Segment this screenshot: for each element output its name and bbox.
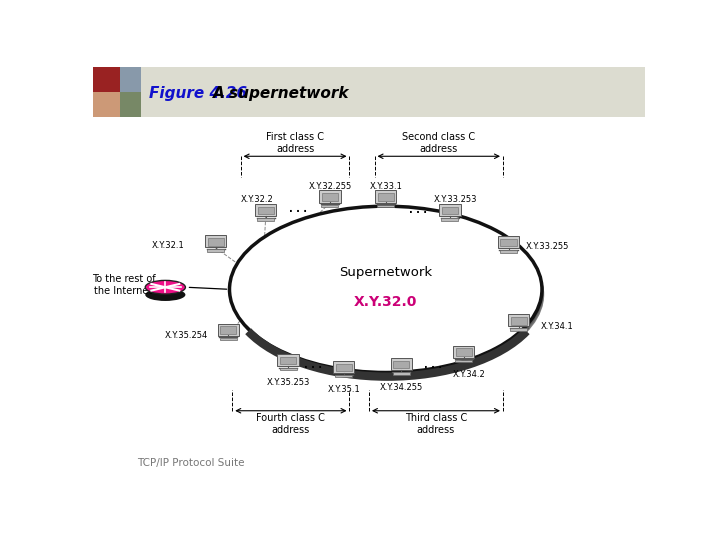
FancyBboxPatch shape (498, 236, 519, 248)
Ellipse shape (230, 208, 543, 374)
Text: X.Y.32.2: X.Y.32.2 (241, 195, 274, 205)
FancyBboxPatch shape (96, 73, 126, 113)
FancyBboxPatch shape (336, 363, 352, 371)
FancyBboxPatch shape (255, 204, 276, 216)
FancyBboxPatch shape (336, 375, 352, 377)
Ellipse shape (145, 280, 186, 294)
Text: X.Y.32.0: X.Y.32.0 (354, 295, 418, 309)
Text: Figure 4.26: Figure 4.26 (148, 86, 247, 102)
FancyBboxPatch shape (280, 356, 296, 364)
FancyBboxPatch shape (205, 235, 226, 247)
Ellipse shape (231, 210, 544, 376)
Text: X.Y.35.1: X.Y.35.1 (328, 386, 360, 394)
FancyBboxPatch shape (500, 251, 517, 253)
FancyBboxPatch shape (320, 191, 341, 202)
Text: Supernetwork: Supernetwork (339, 266, 432, 279)
FancyBboxPatch shape (322, 193, 338, 200)
FancyBboxPatch shape (456, 348, 472, 356)
Text: Third class C
address: Third class C address (405, 413, 467, 435)
FancyBboxPatch shape (279, 368, 297, 370)
Text: X.Y.34.1: X.Y.34.1 (541, 322, 574, 331)
FancyBboxPatch shape (393, 361, 410, 368)
FancyBboxPatch shape (258, 207, 274, 214)
FancyBboxPatch shape (391, 358, 412, 370)
Text: X.Y.32.255: X.Y.32.255 (308, 182, 351, 191)
Ellipse shape (231, 210, 544, 377)
FancyBboxPatch shape (120, 67, 141, 92)
FancyBboxPatch shape (454, 346, 474, 357)
Text: X.Y.32.1: X.Y.32.1 (152, 241, 184, 250)
Text: First class C
address: First class C address (266, 132, 324, 154)
Ellipse shape (232, 211, 544, 377)
FancyBboxPatch shape (455, 360, 472, 362)
Text: To the rest of
the Internet: To the rest of the Internet (91, 274, 156, 296)
Text: X.Y.34.2: X.Y.34.2 (453, 370, 486, 379)
FancyBboxPatch shape (500, 239, 516, 246)
Text: . . .: . . . (289, 204, 307, 214)
FancyBboxPatch shape (510, 317, 526, 325)
Text: X.Y.35.254: X.Y.35.254 (165, 332, 208, 340)
Ellipse shape (230, 208, 543, 375)
Text: X.Y.33.253: X.Y.33.253 (433, 195, 477, 205)
FancyBboxPatch shape (120, 92, 141, 117)
FancyBboxPatch shape (217, 323, 239, 335)
FancyBboxPatch shape (93, 92, 120, 117)
FancyBboxPatch shape (87, 63, 651, 483)
Text: Second class C
address: Second class C address (402, 132, 475, 154)
Ellipse shape (145, 288, 186, 301)
FancyBboxPatch shape (439, 204, 461, 216)
FancyBboxPatch shape (277, 354, 299, 366)
FancyBboxPatch shape (321, 205, 338, 207)
FancyBboxPatch shape (220, 338, 237, 340)
FancyBboxPatch shape (207, 249, 224, 252)
FancyBboxPatch shape (441, 218, 459, 221)
FancyBboxPatch shape (333, 361, 354, 373)
FancyBboxPatch shape (375, 191, 396, 202)
Text: X.Y.33.1: X.Y.33.1 (369, 182, 402, 191)
Text: . . .: . . . (408, 205, 426, 215)
Text: X.Y.35.253: X.Y.35.253 (266, 379, 310, 387)
FancyBboxPatch shape (378, 193, 394, 200)
Text: A supernetwork: A supernetwork (213, 86, 349, 102)
FancyBboxPatch shape (510, 328, 527, 331)
FancyBboxPatch shape (508, 314, 529, 326)
FancyBboxPatch shape (220, 326, 236, 334)
FancyBboxPatch shape (257, 218, 274, 221)
Text: Fourth class C
address: Fourth class C address (256, 413, 325, 435)
FancyBboxPatch shape (93, 67, 120, 92)
Text: TCP/IP Protocol Suite: TCP/IP Protocol Suite (138, 458, 245, 468)
FancyBboxPatch shape (377, 205, 395, 207)
FancyBboxPatch shape (93, 67, 645, 117)
Ellipse shape (230, 206, 542, 373)
Text: X.Y.34.255: X.Y.34.255 (379, 382, 423, 392)
FancyBboxPatch shape (442, 207, 458, 214)
Ellipse shape (230, 207, 542, 373)
FancyBboxPatch shape (207, 238, 224, 246)
Text: . . .: . . . (424, 360, 442, 370)
Text: . . .: . . . (305, 360, 323, 370)
FancyBboxPatch shape (393, 372, 410, 375)
Text: X.Y.33.255: X.Y.33.255 (526, 242, 570, 251)
